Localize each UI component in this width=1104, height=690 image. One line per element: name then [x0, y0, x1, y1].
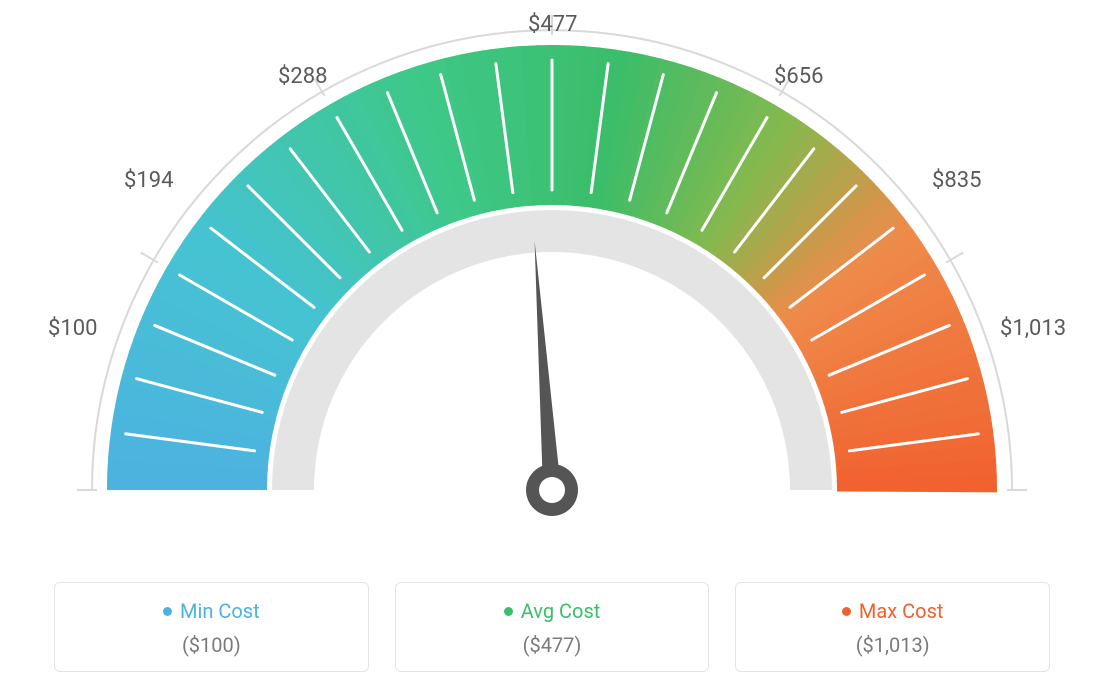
gauge-tick-label: $835 — [932, 168, 981, 193]
dot-icon — [163, 607, 172, 616]
legend-value-min: ($100) — [65, 633, 358, 657]
legend-card-max: Max Cost ($1,013) — [735, 582, 1050, 672]
legend-card-avg: Avg Cost ($477) — [395, 582, 710, 672]
dot-icon — [504, 607, 513, 616]
gauge-tick-label: $100 — [48, 316, 97, 341]
gauge-chart: $100 $194 $288 $477 $656 $835 $1,013 — [0, 0, 1104, 560]
legend-label: Avg Cost — [521, 599, 601, 623]
gauge-tick-label: $288 — [278, 64, 327, 89]
dot-icon — [842, 607, 851, 616]
legend-label: Min Cost — [180, 599, 260, 623]
legend-title-max: Max Cost — [842, 599, 944, 623]
gauge-tick-label: $194 — [124, 168, 173, 193]
legend-title-min: Min Cost — [163, 599, 260, 623]
legend-title-avg: Avg Cost — [504, 599, 601, 623]
gauge-tick-label: $656 — [774, 64, 823, 89]
gauge-tick-label: $477 — [528, 12, 577, 37]
legend-row: Min Cost ($100) Avg Cost ($477) Max Cost… — [54, 582, 1050, 672]
legend-value-max: ($1,013) — [746, 633, 1039, 657]
legend-card-min: Min Cost ($100) — [54, 582, 369, 672]
legend-value-avg: ($477) — [406, 633, 699, 657]
gauge-tick-label: $1,013 — [1000, 316, 1066, 341]
legend-label: Max Cost — [859, 599, 944, 623]
gauge-tick-labels: $100 $194 $288 $477 $656 $835 $1,013 — [0, 0, 1104, 560]
